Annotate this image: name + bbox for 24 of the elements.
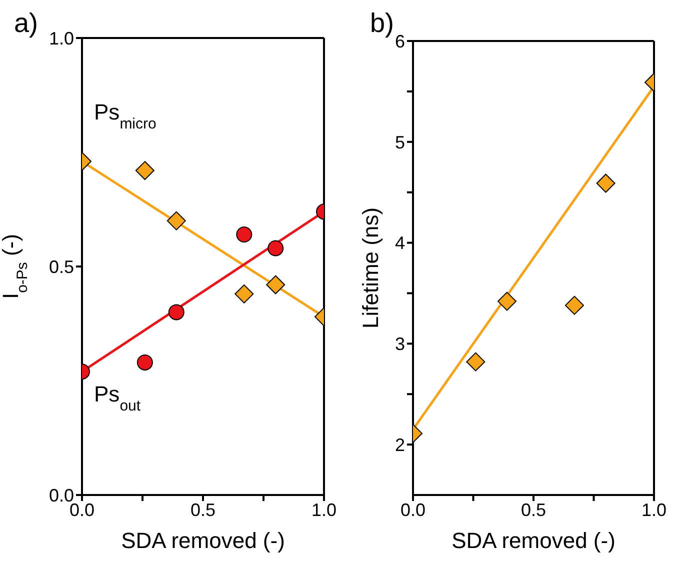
y-tick-label: 3 (394, 334, 405, 354)
x-tick-label: 0.5 (190, 500, 216, 520)
point (564, 296, 584, 315)
y-tick-label: 4 (394, 233, 405, 254)
y-axis-title: Lifetime (ns) (358, 207, 383, 329)
series-label: Ps$_{micro}$ (94, 99, 156, 132)
point (497, 292, 516, 311)
y-tick-label: 5 (394, 132, 405, 152)
point (166, 211, 186, 230)
point (234, 284, 254, 304)
x-axis-title: SDA removed (-) (121, 528, 285, 553)
x-tick-label: 0.5 (520, 500, 546, 520)
x-axis-title: SDA removed (-) (452, 528, 616, 553)
x-tick-label: 1.0 (311, 500, 337, 520)
y-tick-label: 1.0 (48, 28, 74, 48)
chart-title: b) (370, 8, 394, 39)
y-tick-label: 6 (394, 31, 405, 52)
series-label: Ps$_{out}$ (94, 382, 142, 414)
point (236, 226, 252, 243)
y-tick-label: 0.5 (48, 256, 74, 277)
x-tick-label: 1.0 (641, 500, 667, 520)
y-tick-label: 2 (394, 434, 405, 455)
chart-title: a) (14, 8, 38, 39)
point (168, 304, 184, 320)
